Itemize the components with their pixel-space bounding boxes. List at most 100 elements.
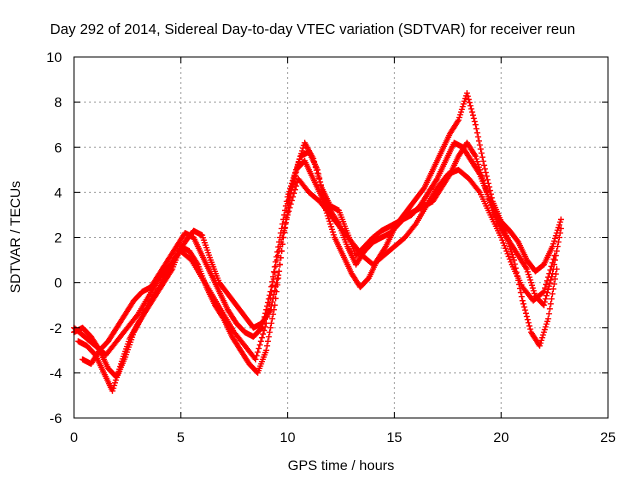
data-point xyxy=(465,96,472,103)
data-marks xyxy=(71,90,565,394)
data-point xyxy=(524,316,531,323)
data-point xyxy=(111,382,118,389)
data-point xyxy=(546,310,553,317)
data-point xyxy=(555,239,562,246)
data-point xyxy=(288,180,295,187)
y-tick-label: -4 xyxy=(50,365,63,381)
data-point xyxy=(260,331,267,338)
data-point xyxy=(527,326,534,333)
data-point xyxy=(258,334,265,341)
data-point xyxy=(503,248,510,255)
data-point xyxy=(530,287,537,294)
data-point xyxy=(549,259,556,266)
data-point xyxy=(481,180,488,187)
y-tick-label: 6 xyxy=(54,139,62,155)
data-point xyxy=(271,269,278,276)
data-point xyxy=(475,164,482,171)
data-point xyxy=(545,274,552,281)
data-point xyxy=(278,239,285,246)
data-point xyxy=(464,90,471,97)
y-tick-label: 0 xyxy=(54,275,62,291)
x-tick-label: 15 xyxy=(387,429,403,445)
x-tick-label: 0 xyxy=(70,429,78,445)
data-point xyxy=(262,323,269,330)
data-point xyxy=(466,99,473,106)
data-point xyxy=(277,243,284,250)
data-point xyxy=(476,166,483,173)
data-point xyxy=(455,117,462,124)
data-point xyxy=(506,256,513,263)
data-point xyxy=(483,173,490,180)
data-point xyxy=(289,177,296,184)
data-point xyxy=(269,282,276,289)
data-point xyxy=(553,248,560,255)
data-point xyxy=(554,243,561,250)
data-point xyxy=(283,198,290,205)
data-point xyxy=(501,242,508,249)
data-point xyxy=(527,276,534,283)
data-point xyxy=(548,263,555,270)
data-point xyxy=(326,218,333,225)
data-point xyxy=(487,202,494,209)
data-point xyxy=(558,225,565,232)
data-point xyxy=(285,191,292,198)
data-point xyxy=(478,150,485,157)
data-point xyxy=(543,281,550,288)
data-point xyxy=(458,106,465,113)
data-point xyxy=(518,293,525,300)
y-tick-label: 8 xyxy=(54,94,62,110)
data-point xyxy=(292,169,299,176)
data-point xyxy=(557,219,564,226)
y-tick-label: -2 xyxy=(50,320,63,336)
data-point xyxy=(266,292,273,299)
data-point xyxy=(481,162,488,169)
data-point xyxy=(252,356,259,363)
data-point xyxy=(499,237,506,244)
data-point xyxy=(270,311,277,318)
data-point xyxy=(473,125,480,132)
data-point xyxy=(291,190,298,197)
axis-ticks: 0 5 10 15 20 25 -6 -4 -2 0 2 4 6 8 10 xyxy=(46,49,616,445)
x-axis-label: GPS time / hours xyxy=(288,457,395,473)
y-axis-label: SDTVAR / TECUs xyxy=(7,181,23,293)
data-point xyxy=(541,285,548,292)
data-point xyxy=(116,366,123,373)
data-point xyxy=(474,129,481,136)
data-point xyxy=(281,225,288,232)
series-3 xyxy=(79,139,565,367)
data-point xyxy=(550,256,557,263)
data-point xyxy=(476,141,483,148)
data-point xyxy=(487,199,494,206)
x-tick-label: 20 xyxy=(493,429,509,445)
data-point xyxy=(265,307,272,314)
data-point xyxy=(520,300,527,307)
data-point xyxy=(469,109,476,116)
data-point xyxy=(541,299,548,306)
data-point xyxy=(524,268,531,275)
data-point xyxy=(113,374,120,381)
data-point xyxy=(473,155,480,162)
data-point xyxy=(477,146,484,153)
data-point xyxy=(480,177,487,184)
x-tick-label: 25 xyxy=(600,429,616,445)
data-point xyxy=(543,321,550,328)
data-point xyxy=(261,327,268,334)
data-point xyxy=(544,318,551,325)
y-tick-label: 10 xyxy=(46,49,62,65)
data-point xyxy=(254,349,261,356)
data-point xyxy=(263,320,270,327)
data-point xyxy=(276,268,283,275)
data-point xyxy=(282,220,289,227)
data-point xyxy=(264,342,271,349)
data-point xyxy=(540,329,547,336)
data-point xyxy=(479,174,486,181)
data-point xyxy=(500,239,507,246)
data-point xyxy=(523,313,530,320)
data-point xyxy=(287,201,294,208)
data-point xyxy=(541,326,548,333)
data-point xyxy=(551,252,558,259)
data-point xyxy=(456,114,463,121)
data-point xyxy=(526,322,533,329)
data-point xyxy=(461,98,468,105)
y-tick-label: -6 xyxy=(50,410,63,426)
